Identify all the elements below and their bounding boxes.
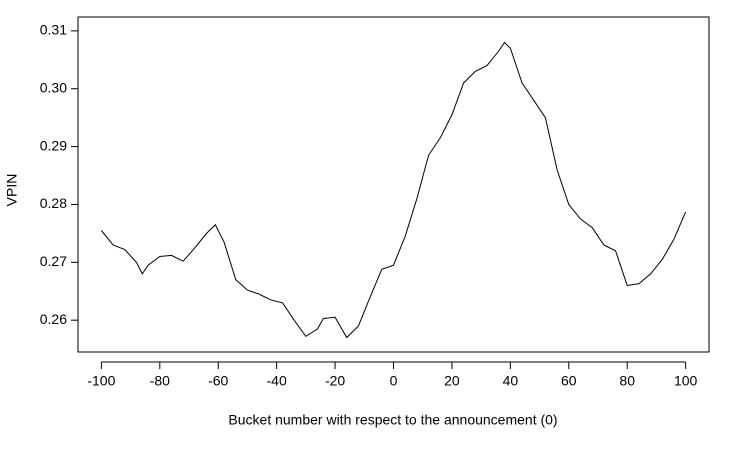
x-tick-label: 20 [444,373,460,389]
x-tick-label: 80 [619,373,635,389]
x-tick-label: 100 [674,373,698,389]
x-tick-label: 0 [390,373,398,389]
y-axis-label: VPIN [4,174,20,207]
y-tick-label: 0.28 [40,195,67,211]
x-axis-label: Bucket number with respect to the announ… [228,412,557,428]
x-tick-label: 60 [561,373,577,389]
y-tick-label: 0.29 [40,137,67,153]
y-tick-label: 0.30 [40,79,67,95]
x-tick-label: -40 [267,373,287,389]
y-tick-label: 0.26 [40,311,67,327]
x-tick-label: -20 [325,373,345,389]
data-line [100,41,687,339]
x-tick-label: -60 [208,373,228,389]
x-tick-label: 40 [503,373,519,389]
plot-box [77,16,710,353]
y-tick-label: 0.27 [40,253,67,269]
x-tick-label: -100 [87,373,115,389]
x-tick-label: -80 [150,373,170,389]
y-tick-label: 0.31 [40,22,67,38]
